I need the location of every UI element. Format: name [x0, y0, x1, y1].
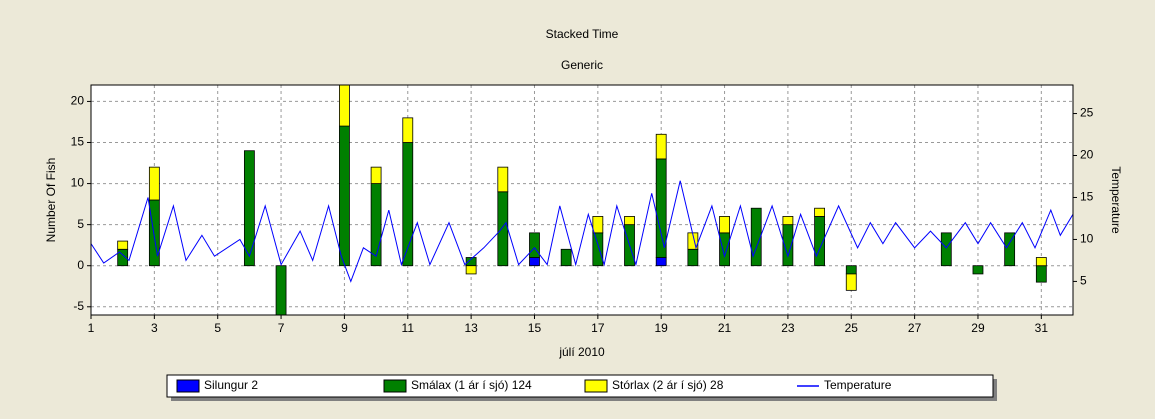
- bar-segment: [339, 125, 350, 267]
- bar-segment: [655, 133, 667, 160]
- x-tick-label: 31: [1035, 321, 1049, 335]
- y2-axis-label: Temperature: [1109, 166, 1123, 234]
- y-axis-label: Number Of Fish: [44, 158, 58, 243]
- x-tick-label: 15: [528, 321, 542, 335]
- plot-frame: [90, 84, 1074, 316]
- legend-label: Silungur 2: [204, 378, 258, 392]
- x-tick-label: 17: [591, 321, 605, 335]
- legend: [166, 374, 994, 398]
- legend-swatch: [176, 379, 200, 393]
- x-tick-label: 1: [88, 321, 95, 335]
- x-tick-label: 29: [971, 321, 985, 335]
- bar-segment: [940, 232, 952, 267]
- bar-segment: [1004, 232, 1016, 267]
- y-tick-label: -5: [73, 299, 84, 313]
- x-tick-label: 21: [718, 321, 732, 335]
- bar-segment: [497, 166, 509, 193]
- x-tick-label: 23: [781, 321, 795, 335]
- x-tick-label: 11: [402, 321, 415, 335]
- bar-segment: [972, 265, 984, 275]
- y2-tick-label: 20: [1080, 148, 1094, 162]
- bar-segment: [148, 166, 160, 201]
- chart-title: Stacked Time: [546, 27, 619, 41]
- bar-segment: [719, 232, 730, 267]
- legend-label: Stórlax (2 ár í sjó) 28: [612, 378, 724, 392]
- y-tick-label: 5: [77, 217, 84, 231]
- y2-tick-label: 15: [1080, 190, 1094, 204]
- x-tick-label: 19: [655, 321, 669, 335]
- bar-segment: [624, 216, 635, 226]
- y-tick-label: 0: [77, 258, 84, 272]
- bar-segment: [497, 191, 509, 267]
- legend-swatch: [584, 379, 608, 393]
- bar-segment: [592, 216, 604, 234]
- bar-segment: [560, 248, 572, 267]
- bar-segment: [592, 232, 604, 267]
- legend-label: Smálax (1 ár í sjó) 124: [411, 378, 532, 392]
- y2-tick-label: 5: [1080, 274, 1087, 288]
- bar-segment: [782, 216, 794, 226]
- bar-segment: [655, 257, 667, 267]
- bar-segment: [750, 207, 762, 267]
- bar-segment: [814, 207, 825, 217]
- x-tick-label: 13: [464, 321, 478, 335]
- temperature-line: [91, 180, 1073, 283]
- x-tick-label: 5: [214, 321, 221, 335]
- y2-tick-label: 10: [1080, 232, 1094, 246]
- y2-tick-label: 25: [1080, 106, 1094, 120]
- legend-label: Temperature: [824, 378, 892, 392]
- chart-subtitle: Generic: [561, 58, 603, 72]
- y-tick-label: 15: [71, 135, 85, 149]
- bar-segment: [339, 85, 350, 127]
- x-tick-label: 3: [151, 321, 158, 335]
- y-tick-label: 10: [71, 176, 85, 190]
- bar-segment: [370, 166, 382, 184]
- x-tick-label: 25: [845, 321, 859, 335]
- x-tick-label: 7: [278, 321, 285, 335]
- bar-segment: [243, 150, 255, 267]
- bar-segment: [275, 265, 287, 315]
- x-tick-label: 9: [341, 321, 348, 335]
- bar-segment: [719, 216, 730, 234]
- bar-segment: [655, 158, 667, 258]
- plot-area: [91, 85, 1073, 315]
- legend-swatch: [383, 379, 407, 393]
- bar-segment: [529, 257, 540, 267]
- bar-segment: [529, 232, 540, 258]
- bar-segment: [1035, 265, 1047, 283]
- bar-segment: [117, 240, 129, 250]
- bar-segment: [1035, 257, 1047, 267]
- bar-segment: [687, 248, 699, 267]
- bar-segment: [845, 265, 857, 275]
- y-tick-label: 20: [71, 94, 85, 108]
- bar-segment: [465, 265, 477, 275]
- bar-segment: [402, 117, 414, 143]
- x-axis-label: júlí 2010: [558, 345, 605, 359]
- bar-segment: [845, 273, 857, 291]
- x-tick-label: 27: [908, 321, 922, 335]
